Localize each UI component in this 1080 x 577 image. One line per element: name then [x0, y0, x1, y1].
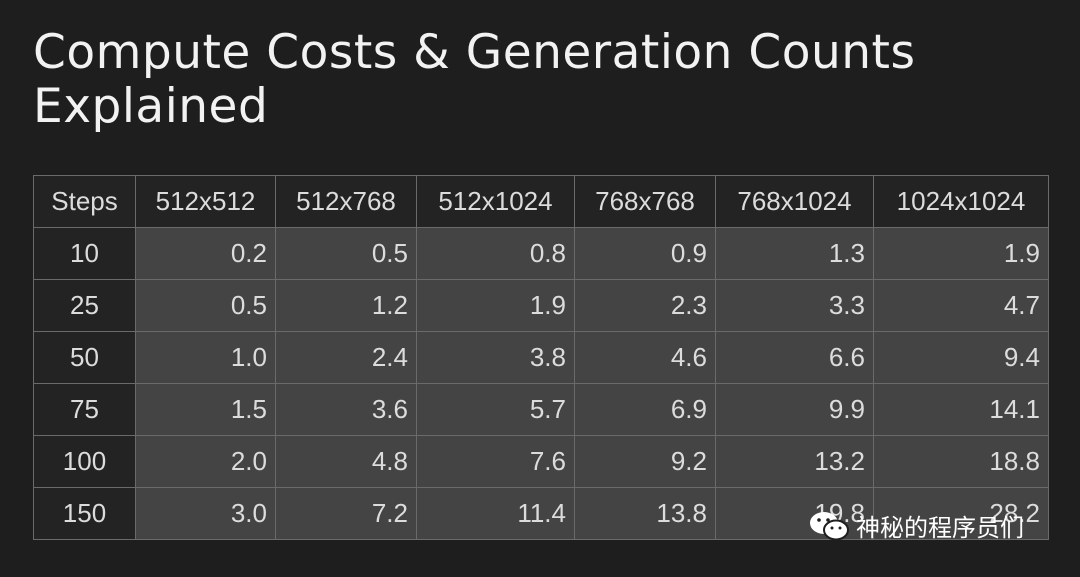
steps-cell: 10	[33, 227, 136, 280]
value-cell: 1.5	[135, 383, 276, 436]
value-cell: 9.4	[873, 331, 1049, 384]
value-cell: 6.9	[574, 383, 716, 436]
steps-cell: 25	[33, 279, 136, 332]
value-cell: 7.6	[416, 435, 575, 488]
cost-table: Steps 512x512 512x768 512x1024 768x768 768x10…	[33, 175, 1049, 540]
value-cell: 9.2	[574, 435, 716, 488]
value-cell: 3.0	[135, 487, 276, 540]
row: 10 0.2 0.5 0.8 0.9 1.3 1.9	[33, 227, 1049, 280]
value-cell: 18.8	[873, 435, 1049, 488]
value-cell: 4.6	[574, 331, 716, 384]
value-cell: 9.9	[715, 383, 874, 436]
value-cell: 11.4	[416, 487, 575, 540]
steps-cell: 75	[33, 383, 136, 436]
header-cell: 768x768	[574, 175, 716, 228]
row: 150 3.0 7.2 11.4 13.8 19.8 28.2	[33, 487, 1049, 540]
value-cell: 1.9	[416, 279, 575, 332]
value-cell: 3.8	[416, 331, 575, 384]
steps-cell: 150	[33, 487, 136, 540]
title: Compute Costs & Generation Counts Explai…	[33, 25, 916, 134]
value-cell: 19.8	[715, 487, 874, 540]
value-cell: 3.6	[275, 383, 417, 436]
value-cell: 4.8	[275, 435, 417, 488]
wechat-icon	[810, 511, 849, 540]
value-cell: 6.6	[715, 331, 874, 384]
steps-cell: 100	[33, 435, 136, 488]
value-cell: 0.8	[416, 227, 575, 280]
value-cell: 0.2	[135, 227, 276, 280]
row: 100 2.0 4.8 7.6 9.2 13.2 18.8	[33, 435, 1049, 488]
value-cell: 5.7	[416, 383, 575, 436]
value-cell: 7.2	[275, 487, 417, 540]
value-cell: 0.9	[574, 227, 716, 280]
value-cell: 28.2	[873, 487, 1049, 540]
value-cell: 1.9	[873, 227, 1049, 280]
row: 50 1.0 2.4 3.8 4.6 6.6 9.4	[33, 331, 1049, 384]
steps-cell: 50	[33, 331, 136, 384]
value-cell: 2.3	[574, 279, 716, 332]
header-cell: 768x1024	[715, 175, 874, 228]
row: 75 1.5 3.6 5.7 6.9 9.9 14.1	[33, 383, 1049, 436]
value-cell: 14.1	[873, 383, 1049, 436]
value-cell: 3.3	[715, 279, 874, 332]
row: 25 0.5 1.2 1.9 2.3 3.3 4.7	[33, 279, 1049, 332]
value-cell: 1.2	[275, 279, 417, 332]
value-cell: 0.5	[275, 227, 417, 280]
value-cell: 2.4	[275, 331, 417, 384]
value-cell: 1.0	[135, 331, 276, 384]
header-cell: 1024x1024	[873, 175, 1049, 228]
value-cell: 2.0	[135, 435, 276, 488]
value-cell: 1.3	[715, 227, 874, 280]
header-cell: 512x768	[275, 175, 417, 228]
header-row: Steps 512x512 512x768 512x1024 768x768 768x10…	[33, 175, 1049, 228]
watermark: 神秘的程序员们	[808, 508, 1024, 543]
value-cell: 13.8	[574, 487, 716, 540]
value-cell: 13.2	[715, 435, 874, 488]
header-cell: 512x1024	[416, 175, 575, 228]
watermark-text: 神秘的程序员们	[856, 514, 1024, 542]
value-cell: 4.7	[873, 279, 1049, 332]
header-cell: 512x512	[135, 175, 276, 228]
value-cell: 0.5	[135, 279, 276, 332]
header-cell: Steps	[33, 175, 136, 228]
